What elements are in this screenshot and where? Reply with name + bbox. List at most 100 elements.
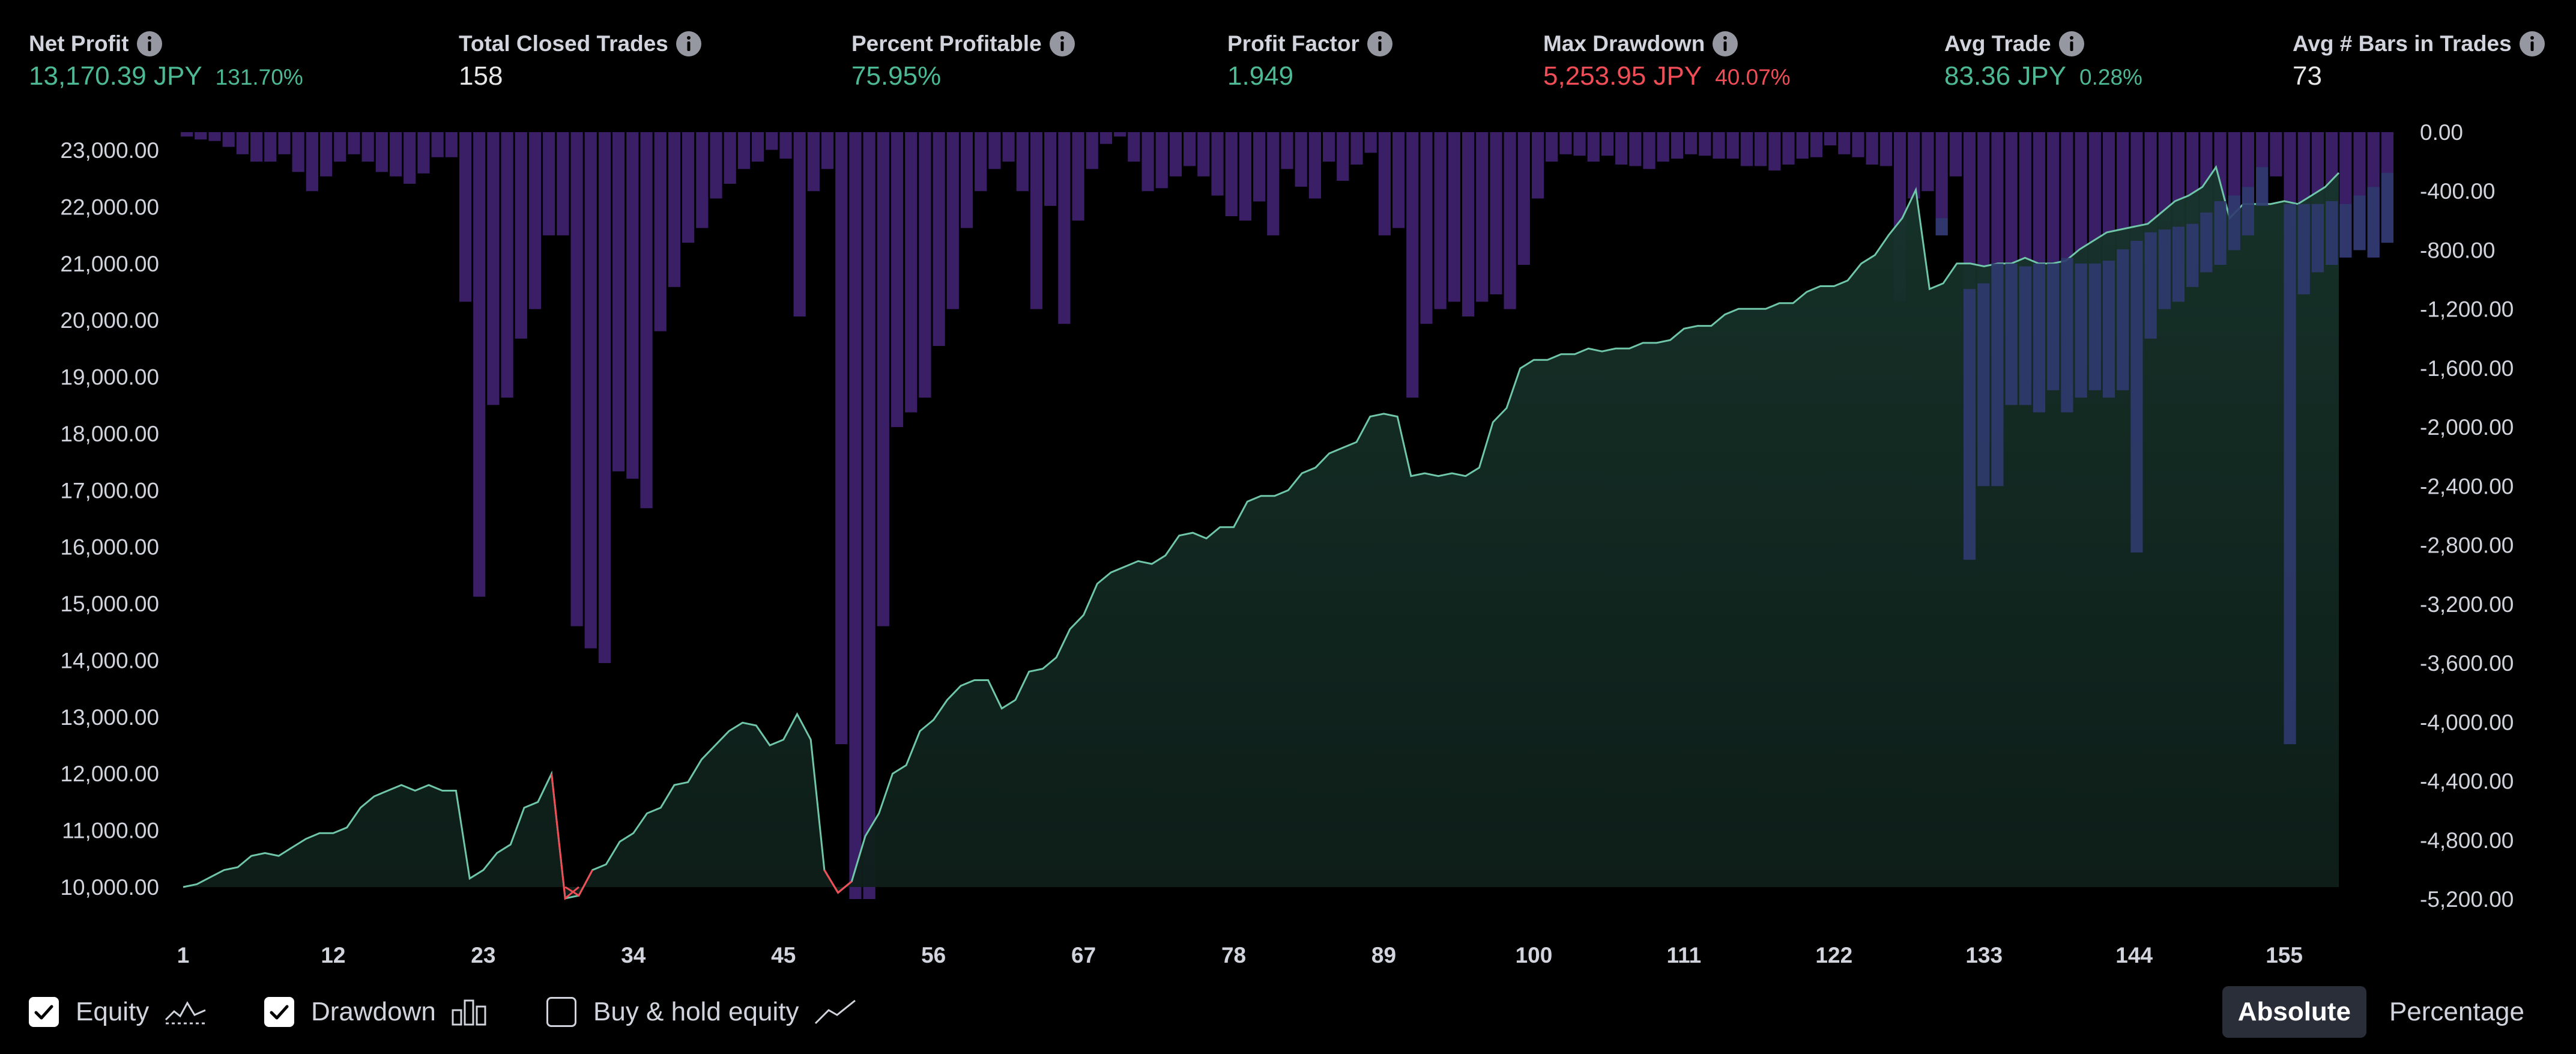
drawdown-bar [459, 132, 472, 302]
stat-label: Max Drawdown [1543, 31, 1705, 56]
drawdown-bar [737, 132, 750, 169]
drawdown-bar [1685, 132, 1698, 154]
drawdown-bar [431, 132, 444, 157]
drawdown-bar [348, 132, 360, 154]
absolute-button[interactable]: Absolute [2222, 986, 2366, 1038]
x-tick-label: 89 [1371, 943, 1396, 968]
drawdown-overlap-bar [2353, 195, 2366, 250]
drawdown-bar [1796, 132, 1809, 159]
drawdown-bar [306, 132, 318, 192]
stat-percent: 0.28% [2079, 65, 2142, 89]
drawdown-bar [1587, 132, 1600, 162]
drawdown-bar [557, 132, 569, 235]
drawdown-bar [1016, 132, 1029, 192]
drawdown-checkbox[interactable] [264, 997, 294, 1027]
left-tick-label: 11,000.00 [62, 819, 159, 843]
drawdown-bar [724, 132, 736, 184]
legend-buy-hold[interactable]: Buy & hold equity [546, 985, 857, 1039]
left-tick-label: 14,000.00 [60, 648, 159, 673]
equity-checkbox[interactable] [29, 997, 59, 1027]
drawdown-bar [696, 132, 709, 228]
drawdown-overlap-bar [2005, 263, 2018, 405]
info-icon[interactable] [1049, 31, 1075, 57]
drawdown-bar [1086, 132, 1098, 169]
drawdown-bar [1128, 132, 1140, 162]
drawdown-bar [1755, 132, 1767, 166]
drawdown-bar [1670, 132, 1684, 159]
stat-percent-profitable: Percent Profitable 75.95% [851, 29, 1075, 91]
equity-area [183, 167, 2339, 898]
drawdown-bar [1378, 132, 1391, 235]
right-tick-label: -2,800.00 [2420, 533, 2514, 558]
drawdown-bar [1726, 132, 1739, 159]
trend-line-icon [815, 999, 856, 1025]
drawdown-bar [278, 132, 291, 154]
stat-label: Net Profit [29, 31, 129, 56]
drawdown-bar [222, 132, 235, 147]
stat-value: 73 [2293, 61, 2322, 91]
drawdown-bar [181, 132, 193, 137]
drawdown-bar [835, 132, 848, 745]
legend-equity[interactable]: Equity [29, 985, 208, 1039]
right-tick-label: -5,200.00 [2420, 887, 2514, 912]
right-axis: 0.00 -400.00 -800.00 -1,200.00 -1,600.00 -2,0… [2420, 120, 2514, 912]
legend-label: Drawdown [311, 997, 436, 1026]
left-tick-label: 22,000.00 [60, 195, 159, 219]
legend-label: Equity [76, 997, 150, 1026]
drawdown-bar [1295, 132, 1307, 187]
drawdown-bar [404, 132, 416, 184]
drawdown-bar [1322, 132, 1335, 162]
drawdown-overlap-bar [2130, 241, 2143, 553]
drawdown-bar [1044, 132, 1057, 206]
stat-percent: 131.70% [215, 65, 303, 89]
drawdown-bar [766, 132, 778, 150]
equity-drawdown-chart[interactable]: 23,000.00 22,000.00 21,000.00 20,000.00 19,0… [0, 120, 2576, 973]
drawdown-bar [640, 132, 653, 509]
right-tick-label: -1,600.00 [2420, 356, 2514, 381]
drawdown-overlap-bar [2102, 261, 2115, 398]
drawdown-bar [1420, 132, 1433, 324]
percentage-button[interactable]: Percentage [2389, 997, 2524, 1026]
drawdown-bar [1462, 132, 1475, 317]
drawdown-bar [361, 132, 374, 162]
left-tick-label: 17,000.00 [60, 478, 159, 503]
left-tick-label: 10,000.00 [60, 875, 159, 900]
info-icon[interactable] [676, 31, 702, 57]
drawdown-bar [1392, 132, 1405, 228]
drawdown-bar [877, 132, 889, 626]
info-icon[interactable] [1367, 31, 1393, 57]
drawdown-bar [1838, 132, 1851, 154]
left-tick-label: 19,000.00 [60, 365, 159, 390]
legend-drawdown[interactable]: Drawdown [264, 985, 489, 1039]
right-tick-label: -2,400.00 [2420, 474, 2514, 498]
drawdown-overlap-bar [2214, 201, 2227, 265]
drawdown-bar [1141, 132, 1154, 192]
drawdown-overlap-bar [2075, 263, 2087, 398]
drawdown-bar [710, 132, 722, 199]
drawdown-overlap-bar [2186, 223, 2199, 287]
equity-series [183, 165, 2340, 900]
left-tick-label: 12,000.00 [60, 762, 159, 786]
info-icon[interactable] [2058, 31, 2085, 57]
drawdown-bar [1448, 132, 1460, 302]
drawdown-bar [584, 132, 597, 649]
drawdown-bar [807, 132, 820, 192]
drawdown-overlap-bar [2256, 167, 2269, 206]
x-tick-label: 100 [1516, 943, 1553, 968]
drawdown-bar [1155, 132, 1168, 189]
drawdown-bar [445, 132, 458, 157]
stat-value: 5,253.95 JPY [1543, 61, 1702, 91]
drawdown-bar [1643, 132, 1655, 169]
left-tick-label: 20,000.00 [60, 308, 159, 333]
drawdown-bar [682, 132, 695, 243]
info-icon[interactable] [1712, 31, 1738, 57]
info-icon[interactable] [136, 31, 163, 57]
drawdown-bar [1699, 132, 1711, 156]
buy-hold-checkbox[interactable] [546, 997, 576, 1027]
drawdown-bar [1364, 132, 1377, 153]
drawdown-bar [515, 132, 527, 339]
drawdown-bar [236, 132, 249, 154]
info-icon[interactable] [2519, 31, 2545, 57]
drawdown-bar [1629, 132, 1642, 166]
scale-toggle: Absolute Percentage [2222, 985, 2540, 1039]
